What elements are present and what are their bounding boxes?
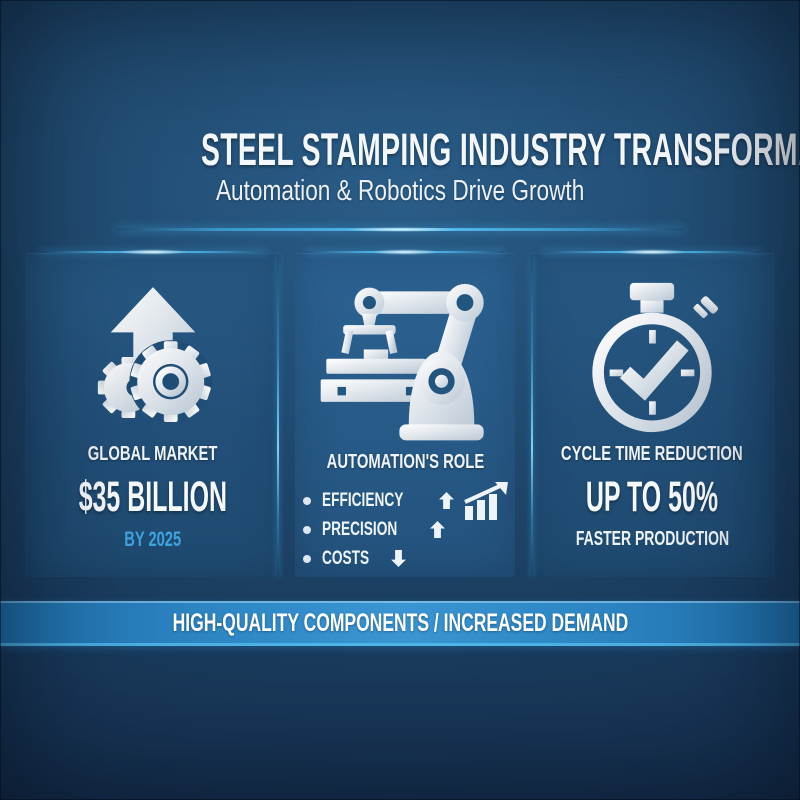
- card-heading: GLOBAL MARKET: [65, 437, 240, 466]
- card-caption-text: FASTER PRODUCTION: [575, 528, 729, 550]
- bullet-label: PRECISION: [321, 518, 397, 540]
- card-caption-text: BY 2025: [124, 528, 182, 551]
- card-caption: FASTER PRODUCTION: [543, 519, 762, 551]
- light-streak-divider: [115, 227, 685, 232]
- stat-cards-row: GLOBAL MARKET $35 BILLION BY 2025: [25, 249, 775, 577]
- card-value-text: UP TO 50%: [586, 473, 719, 521]
- banner-label: HIGH-QUALITY COMPONENTS / INCREASED DEMA…: [172, 609, 628, 637]
- stopwatch-check-icon: [584, 277, 720, 437]
- card-value: $35 BILLION: [25, 466, 281, 519]
- card-top-light-streak: [37, 249, 268, 255]
- robot-arm-icon: [311, 267, 499, 445]
- card-heading: CYCLE TIME REDUCTION: [529, 437, 775, 466]
- bar-chart-growth-icon: [463, 482, 508, 520]
- card-global-market: GLOBAL MARKET $35 BILLION BY 2025: [25, 249, 281, 577]
- card-top-light-streak: [305, 249, 505, 255]
- card-cycle-time-reduction: CYCLE TIME REDUCTION UP TO 50% FASTER PR…: [529, 249, 775, 577]
- up-arrow-icon: [438, 492, 454, 509]
- page-subtitle-text: Automation & Robotics Drive Growth: [215, 175, 585, 208]
- card-value: UP TO 50%: [538, 466, 766, 519]
- list-item: PRECISION: [302, 515, 508, 544]
- page-title-text: STEEL STAMPING INDUSTRY TRANSFORMATION: [201, 124, 800, 175]
- header: STEEL STAMPING INDUSTRY TRANSFORMATION A…: [0, 126, 800, 208]
- card-heading: AUTOMATION'S ROLE: [299, 445, 512, 474]
- vertical-light-streak: [277, 255, 279, 577]
- page-subtitle: Automation & Robotics Drive Growth: [0, 173, 800, 208]
- bullet-list: EFFICIENCY PRECISION COSTS: [302, 482, 508, 573]
- vertical-light-streak: [531, 255, 533, 577]
- card-top-light-streak: [541, 249, 763, 255]
- card-value-text: $35 BILLION: [78, 473, 227, 521]
- page-title: STEEL STAMPING INDUSTRY TRANSFORMATION: [0, 124, 800, 175]
- growth-arrow-gears-icon: [89, 277, 217, 437]
- down-arrow-icon: [391, 550, 406, 567]
- bottom-banner: HIGH-QUALITY COMPONENTS / INCREASED DEMA…: [0, 601, 800, 646]
- list-item: EFFICIENCY: [302, 486, 508, 515]
- bullet-dot: [302, 525, 311, 534]
- card-caption: BY 2025: [112, 519, 193, 552]
- bullet-dot: [302, 554, 311, 563]
- up-arrow-icon: [430, 521, 446, 538]
- card-heading-text: CYCLE TIME REDUCTION: [561, 443, 744, 465]
- card-heading-text: AUTOMATION'S ROLE: [326, 451, 484, 473]
- card-automations-role: AUTOMATION'S ROLE EFFICIENCY PRECISION C…: [294, 249, 516, 577]
- bullet-label: EFFICIENCY: [321, 489, 403, 511]
- bullet-label: COSTS: [321, 547, 369, 569]
- bullet-dot: [302, 496, 311, 505]
- list-item: COSTS: [302, 544, 508, 573]
- card-heading-text: GLOBAL MARKET: [88, 443, 218, 465]
